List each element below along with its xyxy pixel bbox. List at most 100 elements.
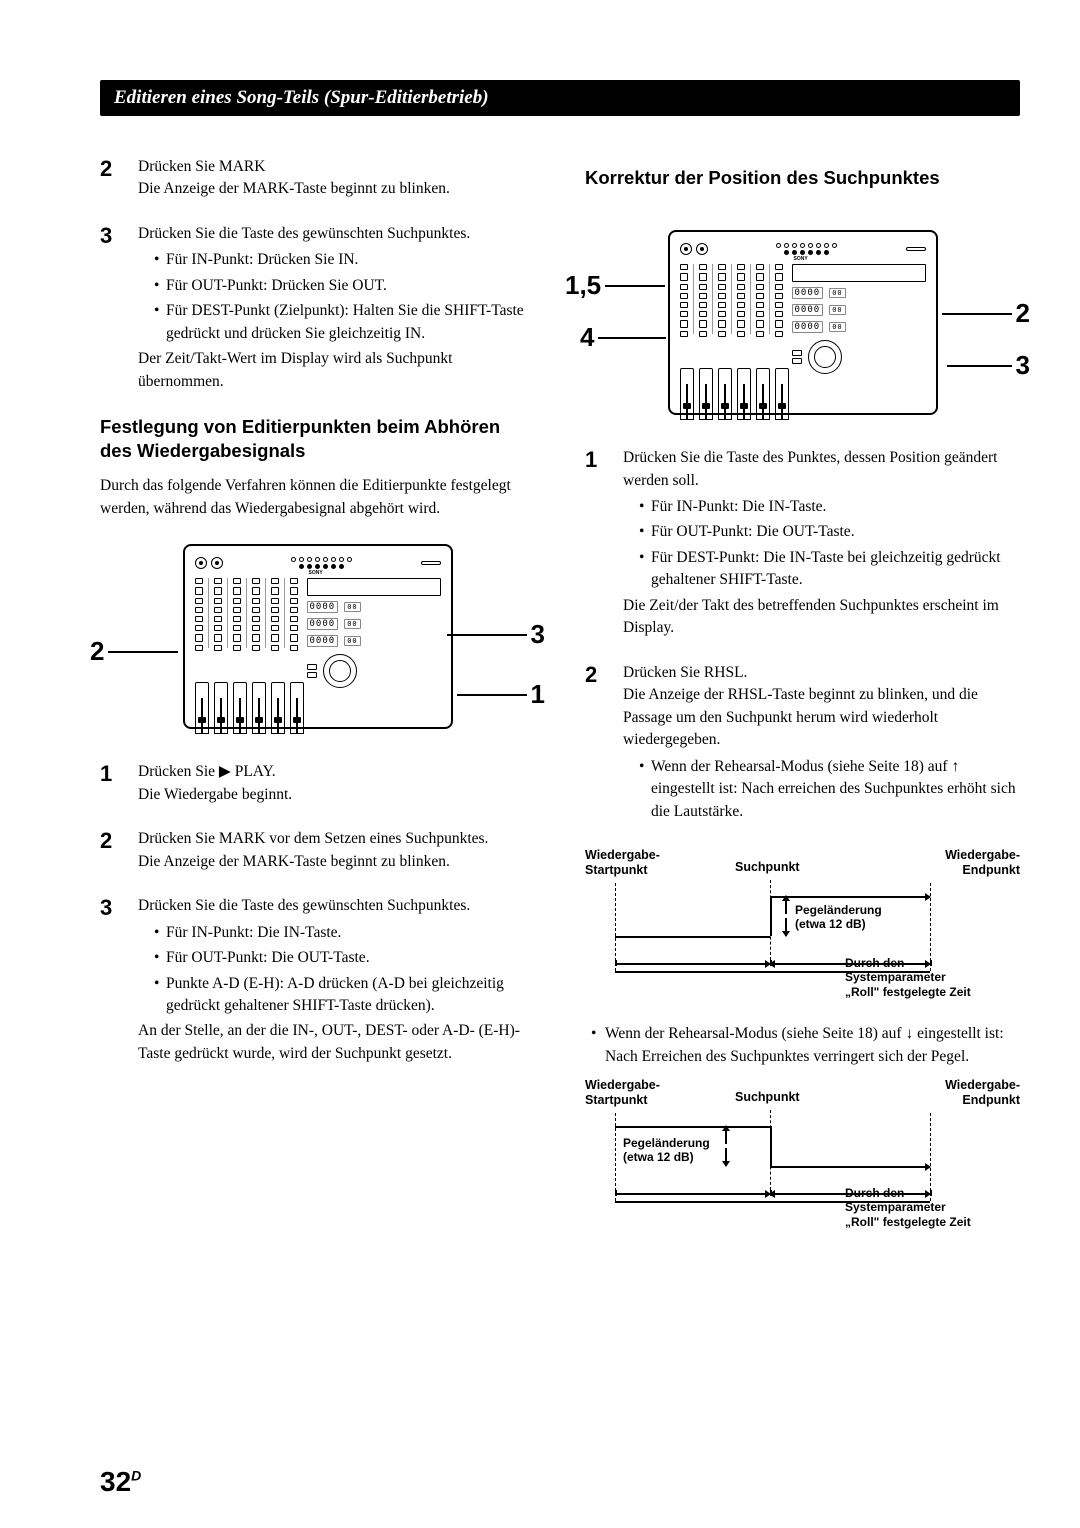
step-number: 3 [100,223,138,393]
callout-number: 1 [531,679,545,709]
knob-icon [696,243,708,255]
device-illustration: SONY 000000 000000 000000 1,5 [585,230,1020,415]
diagram-label: Pegeländerung (etwa 12 dB) [623,1136,710,1165]
bullet-text: eingestellt ist: Nach erreichen des Such… [651,780,1016,819]
bullet: Für IN-Punkt: Die IN-Taste. [154,922,535,944]
step-text: PLAY. [235,763,276,780]
bullet: Für OUT-Punkt: Die OUT-Taste. [639,521,1020,543]
step-3b: 3 Drücken Sie die Taste des gewünschten … [100,895,535,1065]
step-text: Die Anzeige der RHSL-Taste beginnt zu bl… [623,686,978,748]
bullet-text: Wenn der Rehearsal-Modus (siehe Seite 18… [651,758,951,775]
step-3: 3 Drücken Sie die Taste des gewünschten … [100,223,535,393]
step-text: Die Anzeige der MARK-Taste beginnt zu bl… [138,853,450,870]
step-text: Drücken Sie RHSL. [623,664,747,681]
rehearsal-up-diagram: Wiedergabe- Startpunkt Suchpunkt Wiederg… [585,848,1020,1003]
step-body: Drücken Sie ▶ PLAY. Die Wiedergabe begin… [138,761,535,806]
callout-2: 2 [1016,298,1030,329]
bullet: Wenn der Rehearsal-Modus (siehe Seite 18… [639,756,1020,823]
section-header: Editieren eines Song-Teils (Spur-Editier… [100,80,1020,116]
bullet-list: Wenn der Rehearsal-Modus (siehe Seite 18… [623,756,1020,823]
card-slot-icon [906,247,926,251]
bullet: Für OUT-Punkt: Die OUT-Taste. [154,947,535,969]
step-body: Drücken Sie RHSL. Die Anzeige der RHSL-T… [623,662,1020,826]
bullet-text: Wenn der Rehearsal-Modus (siehe Seite 18… [605,1025,905,1042]
bullet: Für DEST-Punkt (Zielpunkt): Halten Sie d… [154,300,535,345]
step-text: Drücken Sie [138,763,219,780]
diagram-label: Suchpunkt [735,860,800,875]
step-text: Drücken Sie die Taste des gewünschten Su… [138,225,470,242]
callout-3: 3 [1016,350,1030,381]
diagram-label: Wiedergabe- Endpunkt [945,848,1020,878]
callout-1-5: 1,5 [565,270,601,301]
jog-wheel-icon [808,340,842,374]
step-text: Drücken Sie MARK [138,158,265,175]
step-body: Drücken Sie MARK Die Anzeige der MARK-Ta… [138,156,535,201]
diagram-label: Durch den Systemparameter „Roll" festgel… [845,956,971,999]
right-column: Korrektur der Position des Suchpunktes [585,156,1020,1253]
step-body: Drücken Sie die Taste des Punktes, desse… [623,447,1020,640]
callout-1: 1 [531,679,545,710]
up-arrow-icon: ↑ [951,758,959,775]
diagram-label: Pegeländerung (etwa 12 dB) [795,903,882,932]
step-tail: An der Stelle, an der die IN-, OUT-, DES… [138,1022,520,1061]
rehearsal-down-diagram: Wiedergabe- Startpunkt Suchpunkt Wiederg… [585,1078,1020,1233]
callout-number: 4 [580,322,594,352]
step-number: 3 [100,895,138,1065]
device-box: SONY 000000 000000 000000 [183,544,453,729]
callout-number: 1,5 [565,270,601,300]
callout-4: 4 [580,322,594,353]
callout-number: 3 [1016,350,1030,380]
device-illustration: SONY 000000 000000 000000 2 [100,544,535,729]
step-body: Drücken Sie MARK vor dem Setzen eines Su… [138,828,535,873]
bullet-list: Für IN-Punkt: Die IN-Taste. Für OUT-Punk… [138,922,535,1018]
step-number: 2 [100,156,138,201]
bullet: Für DEST-Punkt: Die IN-Taste bei gleichz… [639,547,1020,592]
two-column-layout: 2 Drücken Sie MARK Die Anzeige der MARK-… [100,156,1020,1253]
step-number: 1 [585,447,623,640]
jog-wheel-icon [323,654,357,688]
step-text: Drücken Sie MARK vor dem Setzen eines Su… [138,830,488,847]
bullet: Punkte A-D (E-H): A-D drücken (A-D bei g… [154,973,535,1018]
step-1b: 1 Drücken Sie ▶ PLAY. Die Wiedergabe beg… [100,761,535,806]
play-icon: ▶ [219,763,235,780]
step-number: 2 [585,662,623,826]
step-text: Drücken Sie die Taste des gewünschten Su… [138,897,470,914]
callout-number: 3 [531,619,545,649]
step-1r: 1 Drücken Sie die Taste des Punktes, des… [585,447,1020,640]
step-2b: 2 Drücken Sie MARK vor dem Setzen eines … [100,828,535,873]
diagram-label: Wiedergabe- Endpunkt [945,1078,1020,1108]
page-number-suffix: D [131,1468,141,1484]
device-box: SONY 000000 000000 000000 [668,230,938,415]
step-2r: 2 Drücken Sie RHSL. Die Anzeige der RHSL… [585,662,1020,826]
knob-icon [195,557,207,569]
step-body: Drücken Sie die Taste des gewünschten Su… [138,223,535,393]
step-tail: Die Zeit/der Takt des betreffenden Suchp… [623,597,999,636]
bullet-continuation: • Wenn der Rehearsal-Modus (siehe Seite … [585,1023,1020,1068]
bullet: Für IN-Punkt: Drücken Sie IN. [154,249,535,271]
step-text: Die Anzeige der MARK-Taste beginnt zu bl… [138,180,450,197]
step-text: Drücken Sie die Taste des Punktes, desse… [623,449,997,488]
step-2: 2 Drücken Sie MARK Die Anzeige der MARK-… [100,156,535,201]
callout-number: 2 [1016,298,1030,328]
subheading: Korrektur der Position des Suchpunktes [585,166,1020,190]
callout-number: 2 [90,636,104,666]
diagram-label: Wiedergabe- Startpunkt [585,1078,660,1108]
bullet-list: Für IN-Punkt: Die IN-Taste. Für OUT-Punk… [623,496,1020,592]
step-text: Die Wiedergabe beginnt. [138,786,292,803]
knob-icon [211,557,223,569]
knob-icon [680,243,692,255]
step-number: 1 [100,761,138,806]
intro-text: Durch das folgende Verfahren können die … [100,475,535,520]
left-column: 2 Drücken Sie MARK Die Anzeige der MARK-… [100,156,535,1253]
step-number: 2 [100,828,138,873]
diagram-label: Suchpunkt [735,1090,800,1105]
diagram-label: Durch den Systemparameter „Roll" festgel… [845,1186,971,1229]
page-number: 32D [100,1466,141,1498]
diagram-label: Wiedergabe- Startpunkt [585,848,660,878]
card-slot-icon [421,561,441,565]
callout-2: 2 [90,636,104,667]
page-number-value: 32 [100,1466,131,1497]
bullet: Für OUT-Punkt: Drücken Sie OUT. [154,275,535,297]
step-tail: Der Zeit/Takt-Wert im Display wird als S… [138,350,453,389]
bullet-list: Für IN-Punkt: Drücken Sie IN. Für OUT-Pu… [138,249,535,345]
